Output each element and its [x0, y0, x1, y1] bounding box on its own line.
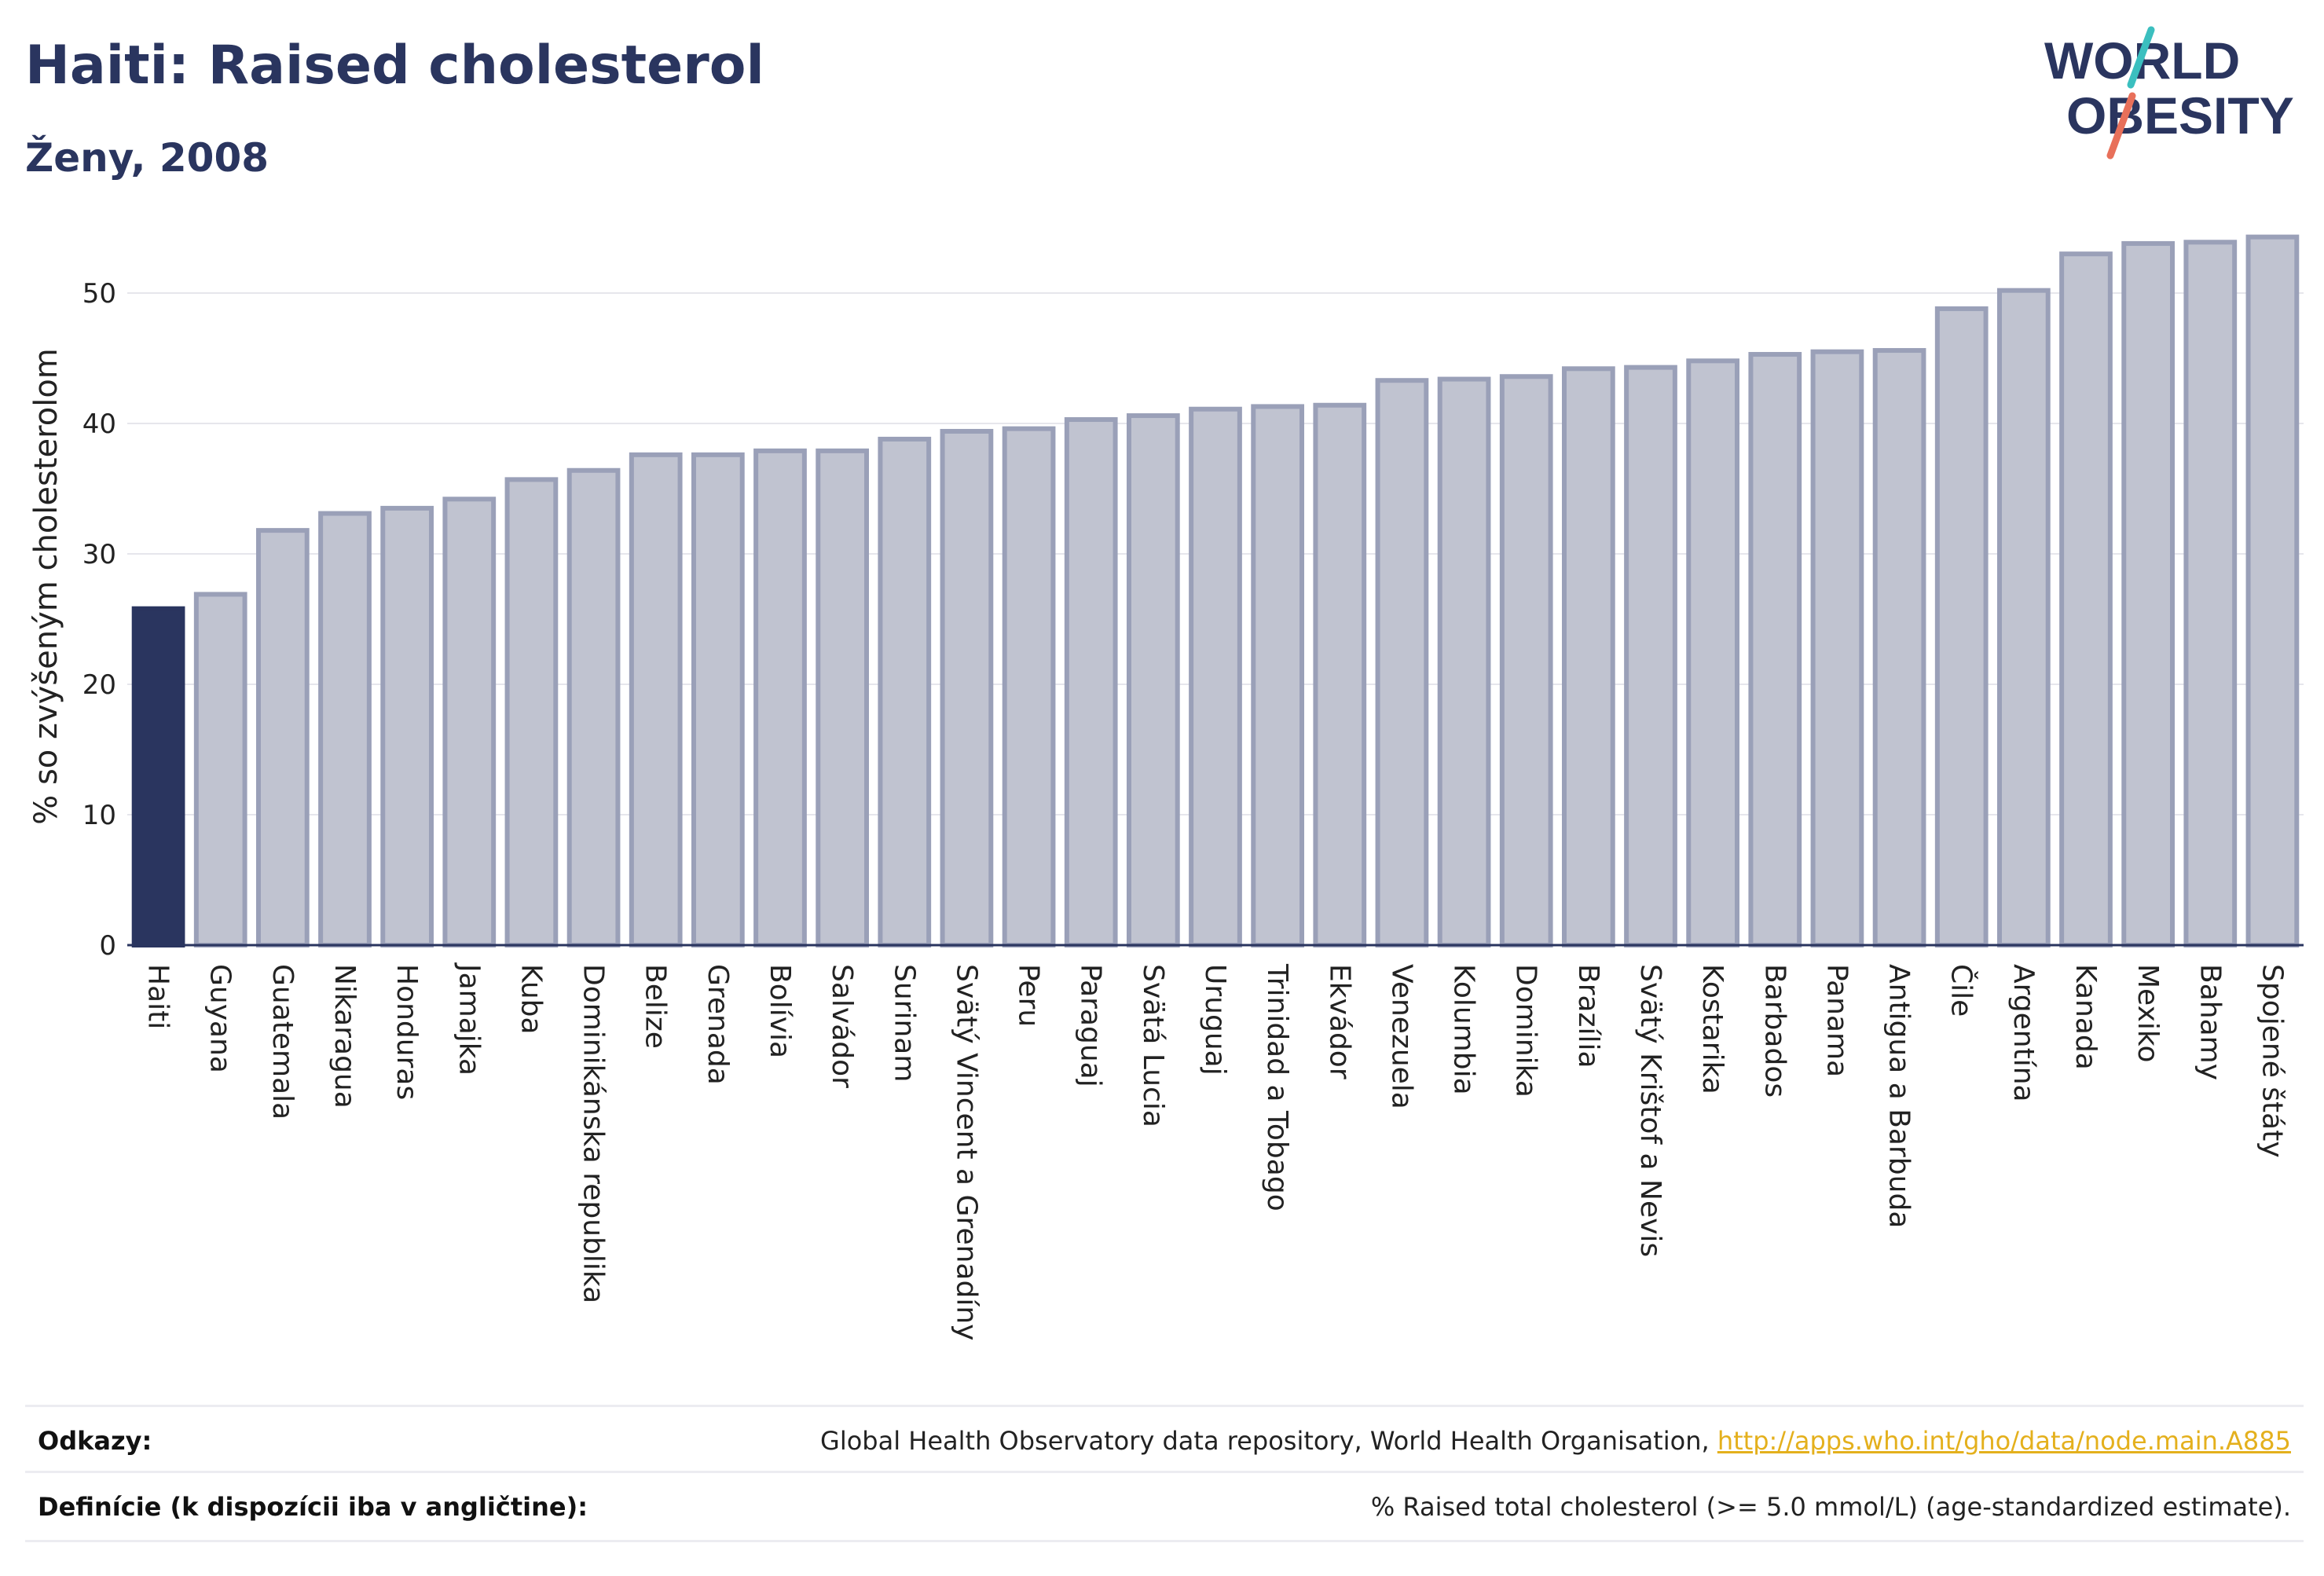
bar	[878, 436, 932, 947]
bar	[1934, 306, 1989, 948]
x-tick-label: Kostarika	[1696, 964, 1728, 1094]
bar	[131, 606, 185, 947]
logo-slash-teal	[2127, 26, 2155, 89]
bar	[1686, 358, 1740, 947]
x-tick-label: Surinam	[888, 964, 920, 1082]
bar	[1561, 366, 1615, 947]
x-tick-label: Bahamy	[2194, 964, 2226, 1080]
y-tick-label: 20	[82, 669, 116, 701]
y-tick-label: 10	[82, 800, 116, 831]
x-tick-label: Panama	[1820, 964, 1853, 1077]
definitions-row: Definície (k dispozícii iba v angličtine…	[25, 1471, 2304, 1536]
x-tick-label: Dominikánska republika	[577, 964, 610, 1303]
x-tick-label: Peru	[1013, 964, 1045, 1027]
x-tick-label: Barbados	[1758, 964, 1791, 1098]
bar	[2059, 251, 2113, 947]
x-tick-label: Ekvádor	[1323, 964, 1355, 1079]
references-text: Global Health Observatory data repositor…	[820, 1426, 1717, 1456]
y-tick-label: 30	[82, 539, 116, 570]
x-tick-label: Svätý Krištof a Nevis	[1634, 964, 1666, 1257]
bar	[255, 528, 310, 947]
footer-divider	[25, 1540, 2304, 1542]
bar	[629, 452, 683, 947]
x-tick-label: Haiti	[142, 964, 174, 1029]
x-tick-label: Dominika	[1510, 964, 1542, 1098]
x-tick-label: Trinidad a Tobago	[1261, 963, 1293, 1211]
bar	[1313, 402, 1367, 947]
x-tick-label: Nikaragua	[328, 964, 361, 1109]
bar	[193, 592, 247, 948]
x-tick-label: Bolívia	[764, 964, 796, 1058]
x-tick-label: Guyana	[204, 964, 236, 1073]
logo-line-obesity: OBESITY	[2066, 86, 2294, 145]
bar	[1189, 406, 1242, 947]
x-tick-label: Argentína	[2007, 964, 2040, 1102]
x-tick-label: Uruguaj	[1199, 964, 1231, 1076]
x-tick-label: Brazília	[1572, 964, 1604, 1068]
x-tick-label: Kolumbia	[1448, 964, 1480, 1095]
x-tick-label: Čile	[1945, 964, 1978, 1017]
x-tick-label: Belize	[640, 964, 672, 1049]
definitions-value: % Raised total cholesterol (>= 5.0 mmol/…	[1370, 1492, 2291, 1522]
page-title: Haiti: Raised cholesterol	[25, 35, 764, 97]
bar	[691, 452, 745, 947]
references-link[interactable]: http://apps.who.int/gho/data/node.main.A…	[1717, 1426, 2291, 1456]
x-tick-label: Jamajka	[453, 962, 485, 1076]
bar	[2183, 240, 2238, 947]
y-axis-label: % so zvýšeným cholesterolom	[28, 348, 64, 825]
x-tick-label: Salvádor	[826, 964, 858, 1088]
bar	[504, 477, 559, 947]
bar	[318, 511, 372, 947]
x-tick-label: Kuba	[515, 964, 547, 1035]
bar	[816, 448, 870, 947]
references-value: Global Health Observatory data repositor…	[820, 1426, 2291, 1456]
references-label: Odkazy:	[38, 1426, 152, 1456]
bar	[1064, 417, 1118, 947]
x-tick-label: Paraguaj	[1075, 964, 1107, 1087]
bar	[1126, 413, 1180, 947]
bar	[1002, 426, 1056, 947]
bar	[753, 448, 807, 947]
bar	[1499, 374, 1553, 947]
x-tick-label: Svätá Lucia	[1137, 964, 1169, 1127]
x-tick-label: Kanada	[2069, 964, 2102, 1070]
bar	[442, 497, 497, 947]
bar	[566, 467, 621, 947]
definitions-label: Definície (k dispozícii iba v angličtine…	[38, 1492, 588, 1522]
bar	[1375, 378, 1429, 948]
bar	[1624, 365, 1677, 947]
bar	[380, 505, 434, 947]
bar	[940, 428, 994, 947]
bar	[1251, 404, 1305, 947]
world-obesity-logo: WORLD OBESITY	[2044, 26, 2294, 159]
bar	[1810, 349, 1864, 947]
y-tick-label: 50	[82, 278, 116, 310]
bar	[2121, 240, 2176, 948]
x-tick-label: Honduras	[390, 964, 423, 1100]
y-tick-label: 40	[82, 409, 116, 440]
y-tick-label: 0	[99, 930, 116, 962]
bar	[1872, 348, 1926, 948]
bar	[1437, 376, 1491, 947]
x-tick-label: Venezuela	[1385, 964, 1417, 1109]
x-tick-label: Spojené štáty	[2256, 964, 2288, 1158]
bar	[1996, 288, 2051, 947]
x-tick-label: Svätý Vincent a Grenadíny	[950, 964, 982, 1340]
x-tick-label: Guatemala	[266, 964, 299, 1120]
x-tick-label: Antigua a Barbuda	[1883, 964, 1915, 1228]
logo-slash-coral	[2106, 92, 2136, 159]
x-tick-label: Grenada	[702, 964, 734, 1085]
page-subtitle: Ženy, 2008	[25, 135, 269, 181]
bar	[1748, 352, 1802, 947]
bar-chart: 0 10 20 30 40 50 % so zvýšeným cholesterolom Ha…	[28, 234, 2304, 1340]
bar	[2245, 234, 2300, 947]
x-tick-label: Mexiko	[2132, 964, 2164, 1062]
references-row: Odkazy: Global Health Observatory data r…	[25, 1405, 2304, 1470]
